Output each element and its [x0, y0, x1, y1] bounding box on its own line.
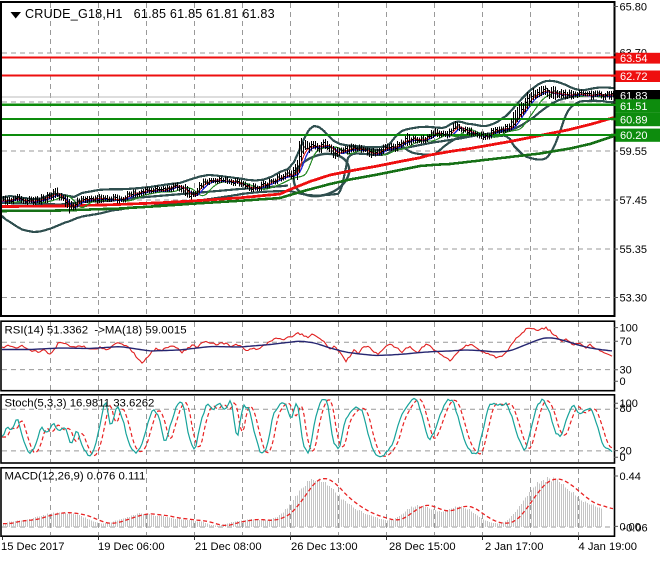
svg-text:0.44: 0.44	[620, 471, 641, 483]
svg-text:0: 0	[620, 452, 626, 464]
svg-text:63.54: 63.54	[620, 53, 648, 65]
svg-text:61.51: 61.51	[620, 101, 648, 113]
svg-text:53.30: 53.30	[620, 292, 648, 304]
svg-text:100: 100	[620, 323, 638, 335]
svg-text:2 Jan 17:00: 2 Jan 17:00	[485, 541, 543, 553]
svg-text:65.80: 65.80	[620, 1, 648, 13]
svg-text:-0.06: -0.06	[623, 523, 648, 535]
svg-text:21 Dec 08:00: 21 Dec 08:00	[195, 541, 262, 553]
svg-text:0: 0	[620, 376, 626, 388]
svg-text:CRUDE_G18,H1 61.85 61.85 61.: CRUDE_G18,H1 61.85 61.85 61.81 61.83	[25, 7, 275, 21]
svg-text:MACD(12,26,9) 0.076 0.111: MACD(12,26,9) 0.076 0.111	[5, 471, 146, 483]
svg-text:80: 80	[620, 403, 632, 415]
svg-text:RSI(14) 51.3362 ->MA(18) 59.0: RSI(14) 51.3362 ->MA(18) 59.0015	[5, 325, 187, 337]
svg-text:28 Dec 15:00: 28 Dec 15:00	[389, 541, 456, 553]
svg-text:30: 30	[620, 365, 632, 377]
svg-text:4 Jan 19:00: 4 Jan 19:00	[579, 541, 637, 553]
svg-text:62.72: 62.72	[620, 71, 648, 83]
svg-text:57.45: 57.45	[620, 195, 648, 207]
svg-text:19 Dec 06:00: 19 Dec 06:00	[98, 541, 165, 553]
svg-text:Stoch(5,3,3) 16.9811 33.6262: Stoch(5,3,3) 16.9811 33.6262	[5, 398, 155, 410]
svg-text:26 Dec 13:00: 26 Dec 13:00	[291, 541, 358, 553]
svg-text:59.55: 59.55	[620, 146, 648, 158]
svg-text:15 Dec 2017: 15 Dec 2017	[1, 541, 64, 553]
svg-text:70: 70	[620, 336, 632, 348]
svg-text:55.35: 55.35	[620, 244, 648, 256]
svg-text:60.20: 60.20	[620, 130, 648, 142]
svg-text:60.89: 60.89	[620, 114, 648, 126]
